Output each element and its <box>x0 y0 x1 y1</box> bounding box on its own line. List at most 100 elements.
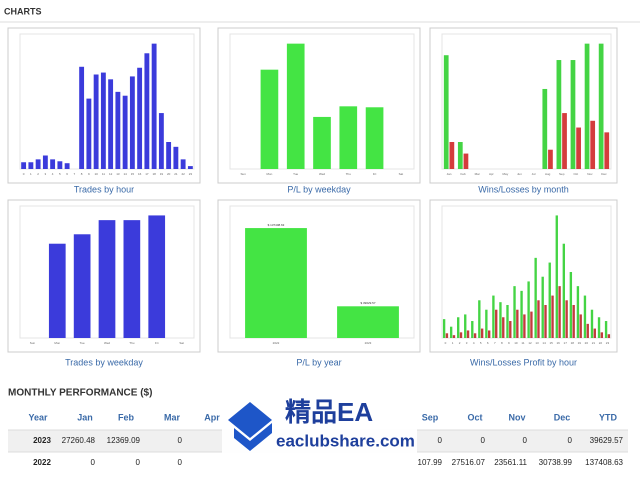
bar <box>473 333 477 338</box>
x-tick-label: 8 <box>501 341 503 345</box>
bar <box>509 321 512 338</box>
logo <box>234 423 272 451</box>
x-tick-label: 7 <box>74 172 76 176</box>
column-header: Nov <box>508 412 525 422</box>
x-tick-label: 9 <box>88 172 90 176</box>
plot-area <box>441 205 612 339</box>
bar <box>21 162 27 169</box>
x-tick-label: 19 <box>578 341 582 345</box>
column-header: Sep <box>422 412 439 422</box>
bar <box>499 302 502 338</box>
section-title: CHARTS <box>4 6 42 16</box>
x-tick-label: 16 <box>557 341 561 345</box>
bar <box>48 243 66 338</box>
x-tick-label: 7 <box>494 341 496 345</box>
x-tick-label: Jan <box>447 172 452 176</box>
x-tick-label: 3 <box>466 341 468 345</box>
bar <box>457 317 460 338</box>
x-tick-label: 1 <box>30 172 32 176</box>
x-tick-label: 11 <box>102 172 105 176</box>
x-tick-label: 8 <box>81 172 83 176</box>
x-tick-label: Thu <box>346 172 352 176</box>
bar <box>544 305 547 338</box>
x-tick-label: 18 <box>152 172 156 176</box>
x-tick-label: 2023 <box>365 341 372 345</box>
x-tick-label: Wed <box>319 172 325 176</box>
row-year: 2023 <box>33 436 51 445</box>
column-header: Feb <box>118 412 135 422</box>
bar <box>551 295 554 338</box>
x-tick-label: 10 <box>94 172 98 176</box>
bar <box>148 215 166 338</box>
bar <box>35 159 41 169</box>
cell: 12369.09 <box>107 436 141 445</box>
column-header: Jan <box>77 412 93 422</box>
bar <box>478 300 481 338</box>
bar <box>466 330 470 338</box>
bar <box>457 142 463 169</box>
charts: 0 1 2 3 4 5 6 7 8 9 10 11 12 13 14 15 16 17 18 19 20 21 22 23Tr… <box>7 27 618 367</box>
bar <box>513 286 516 338</box>
column-header: Dec <box>554 412 571 422</box>
bar <box>579 314 582 338</box>
x-tick-label: 23 <box>189 172 193 176</box>
x-tick-label: 21 <box>174 172 178 176</box>
x-tick-label: Sat <box>179 341 184 345</box>
x-tick-label: Oct <box>573 172 578 176</box>
x-tick-label: 15 <box>131 172 135 176</box>
bar <box>459 332 463 338</box>
x-tick-label: Tue <box>293 172 298 176</box>
table-title: MONTHLY PERFORMANCE ($) <box>8 388 152 399</box>
plot-area <box>19 33 195 170</box>
bar <box>187 166 193 169</box>
bar <box>492 295 495 338</box>
bar <box>471 321 474 338</box>
x-tick-label: 11 <box>521 341 524 345</box>
bar <box>286 43 305 170</box>
x-tick-label: 5 <box>59 172 61 176</box>
cell: 27516.07 <box>452 458 486 467</box>
x-tick-label: May <box>503 172 509 176</box>
bar <box>597 317 601 338</box>
x-tick-label: 21 <box>592 341 596 345</box>
bar <box>502 317 505 338</box>
bar <box>590 309 594 338</box>
x-tick-label: 12 <box>109 172 113 176</box>
x-tick-label: 23 <box>606 341 610 345</box>
bar <box>337 306 399 338</box>
x-tick-label: 0 <box>23 172 25 176</box>
chart-title: Wins/Losses Profit by hour <box>470 357 577 367</box>
bar <box>520 290 523 338</box>
x-tick-label: 19 <box>160 172 164 176</box>
x-tick-label: 17 <box>564 341 568 345</box>
x-tick-label: 17 <box>145 172 149 176</box>
bar <box>534 257 537 338</box>
bar <box>487 330 491 338</box>
x-tick-label: 15 <box>549 341 553 345</box>
cell: 0 <box>523 436 528 445</box>
bar <box>598 43 604 170</box>
bar <box>485 309 488 338</box>
bar <box>558 286 561 338</box>
bar <box>79 66 85 169</box>
x-tick-label: Tue <box>80 341 85 345</box>
x-tick-label: 1 <box>452 341 454 345</box>
cell: 137408.63 <box>585 458 623 467</box>
column-header: YTD <box>599 412 618 422</box>
bar <box>98 220 116 338</box>
bar <box>108 79 114 169</box>
column-header: Mar <box>164 412 181 422</box>
x-tick-label: 6 <box>487 341 489 345</box>
watermark: 精品EA eaclubshare.com <box>222 396 417 456</box>
bar <box>463 153 469 169</box>
plot-area <box>441 33 612 170</box>
bar <box>115 91 121 169</box>
watermark-brand: 精品EA <box>285 397 373 427</box>
table: Year Jan Feb Mar Apr Sep Oct Nov Dec YTD 2023 27260… <box>28 412 623 467</box>
bar <box>50 159 56 169</box>
cell: 107.99 <box>418 458 443 467</box>
x-tick-label: Mon <box>54 341 60 345</box>
bar <box>123 220 141 338</box>
x-tick-label: Fri <box>155 341 159 345</box>
